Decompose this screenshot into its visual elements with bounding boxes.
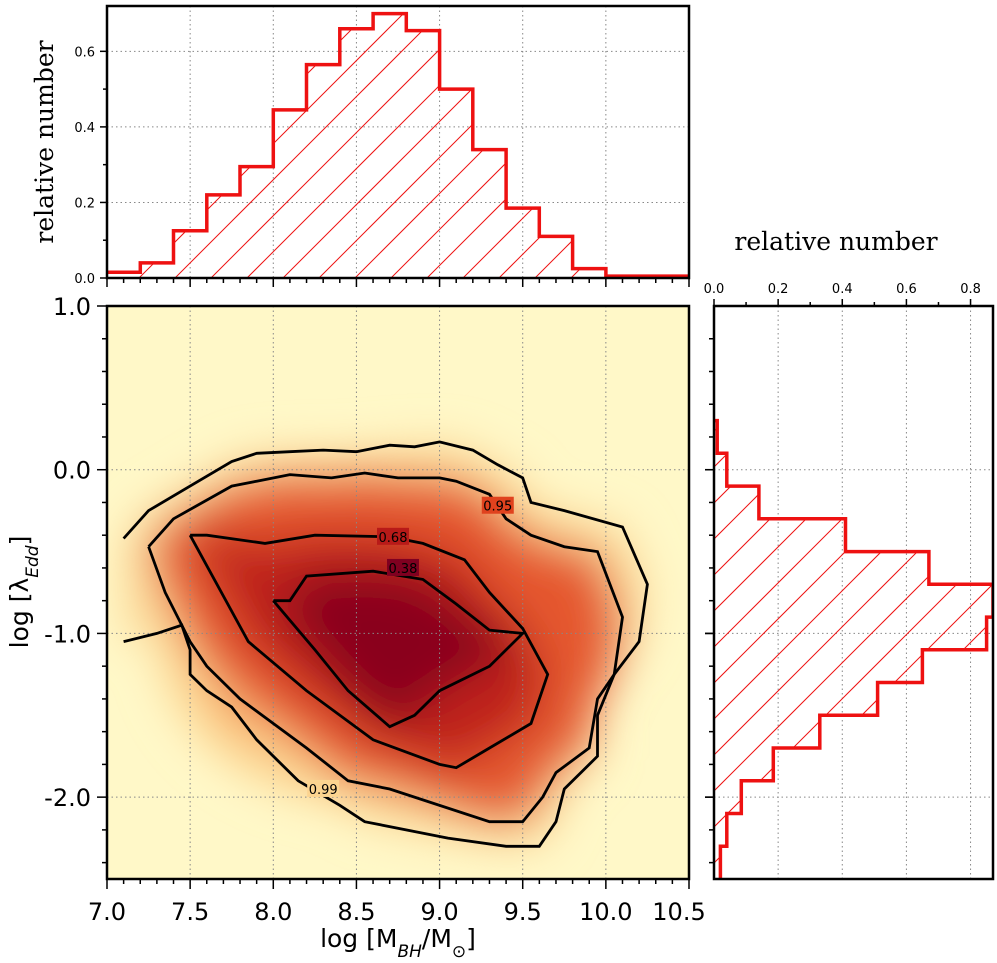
y-tick-label: 0.6	[74, 45, 95, 60]
contour-label: 0.38	[389, 562, 418, 577]
x-tick-label: 10.5	[652, 898, 705, 926]
main-ticks: 7.0 7.5 8.0 8.5 9.0 9.5 10.0 10.5 -2.0 -1.0 0.0 1.0	[44, 293, 706, 926]
contour-line	[147, 471, 624, 824]
y-tick-label: 0.4	[74, 121, 95, 136]
hatch-line	[967, 0, 997, 278]
top-hist-outline	[107, 11, 689, 278]
hatch-line	[985, 420, 993, 879]
hatch-line	[714, 420, 993, 879]
right-bar	[714, 650, 922, 683]
hatch-line	[0, 0, 7, 278]
hatch-line	[107, 13, 152, 278]
contour-line	[188, 533, 550, 770]
main-xlabel: log [MBH/M⊙]	[320, 924, 476, 962]
main-ylabel: log [λEdd]	[5, 536, 43, 649]
contour-label-bg	[386, 558, 419, 576]
right-xlabel: relative number	[734, 227, 937, 256]
hatch-line	[462, 13, 689, 278]
top-bar	[140, 263, 173, 278]
top-frame	[105, 4, 691, 280]
y-tick-label: -1.0	[44, 620, 91, 648]
hatch-line	[714, 420, 993, 879]
x-tick-label: 10.0	[579, 898, 632, 926]
main-frame	[105, 304, 691, 881]
contour-label: 0.99	[309, 783, 338, 798]
main-contours: 0.38 0.68 0.95 0.99	[122, 440, 649, 848]
y-tick-label: 0.0	[74, 272, 95, 287]
right-bar	[714, 748, 773, 781]
y-tick-label: 0.0	[53, 457, 91, 485]
hatch-line	[714, 420, 993, 879]
contour-label-bg	[377, 527, 410, 545]
y-tick-label: 1.0	[53, 293, 91, 321]
x-tick-label: 0.2	[768, 282, 789, 297]
right-grid	[714, 306, 993, 879]
top-bar	[240, 167, 273, 278]
x-tick-label: 0.0	[704, 282, 725, 297]
right-bar	[714, 486, 759, 519]
top-bar	[406, 31, 439, 278]
right-ticks: 0.0 0.2 0.4 0.6 0.8	[704, 282, 981, 864]
hatch-line	[931, 0, 997, 278]
top-grid	[107, 6, 689, 278]
hatch-line	[949, 420, 993, 879]
contour-label-bg	[481, 496, 514, 514]
top-bar	[473, 150, 506, 278]
top-bar	[307, 65, 340, 278]
top-bar	[373, 14, 406, 278]
top-ylabel: relative number	[30, 40, 59, 243]
hatch-line	[714, 420, 993, 879]
x-tick-label: 7.5	[171, 898, 209, 926]
contour-label-bg	[307, 779, 340, 797]
main-panel: 0.38 0.68 0.95 0.99 7.0 7.5 8.0 8.5 9.0 9.5 10.0 1…	[5, 293, 706, 962]
x-tick-label: 0.6	[896, 282, 917, 297]
x-tick-label: 7.0	[88, 898, 126, 926]
right-bar	[714, 715, 820, 748]
top-bar	[440, 89, 473, 278]
contour-label: 0.68	[379, 531, 408, 546]
density-region	[273, 571, 523, 727]
hatch-line	[805, 420, 993, 879]
right-hist-outline	[714, 418, 993, 879]
contour-line	[272, 569, 526, 729]
y-tick-label: -2.0	[44, 784, 91, 812]
hatch-line	[107, 13, 188, 278]
hatch-line	[877, 420, 993, 879]
right-frame	[712, 304, 995, 881]
main-density	[123, 441, 648, 847]
x-tick-label: 0.8	[960, 282, 981, 297]
right-bar	[714, 453, 727, 486]
top-ticks: 0.0 0.2 0.4 0.6	[74, 45, 690, 287]
hatch-line	[841, 420, 993, 879]
contour-line	[122, 440, 649, 848]
contour-label: 0.95	[483, 500, 512, 515]
y-tick-label: 0.2	[74, 196, 95, 211]
x-tick-label: 8.0	[254, 898, 292, 926]
x-tick-label: 8.5	[337, 898, 375, 926]
hatch-line	[714, 420, 993, 879]
x-tick-label: 9.0	[420, 898, 458, 926]
x-tick-label: 0.4	[832, 282, 853, 297]
hatch-line	[733, 420, 993, 879]
x-tick-label: 9.5	[504, 898, 542, 926]
hatch-line	[714, 420, 993, 879]
right-bar	[714, 814, 727, 847]
top-bar	[273, 110, 306, 278]
hatch-line	[714, 420, 993, 879]
hatch-line	[769, 420, 993, 879]
